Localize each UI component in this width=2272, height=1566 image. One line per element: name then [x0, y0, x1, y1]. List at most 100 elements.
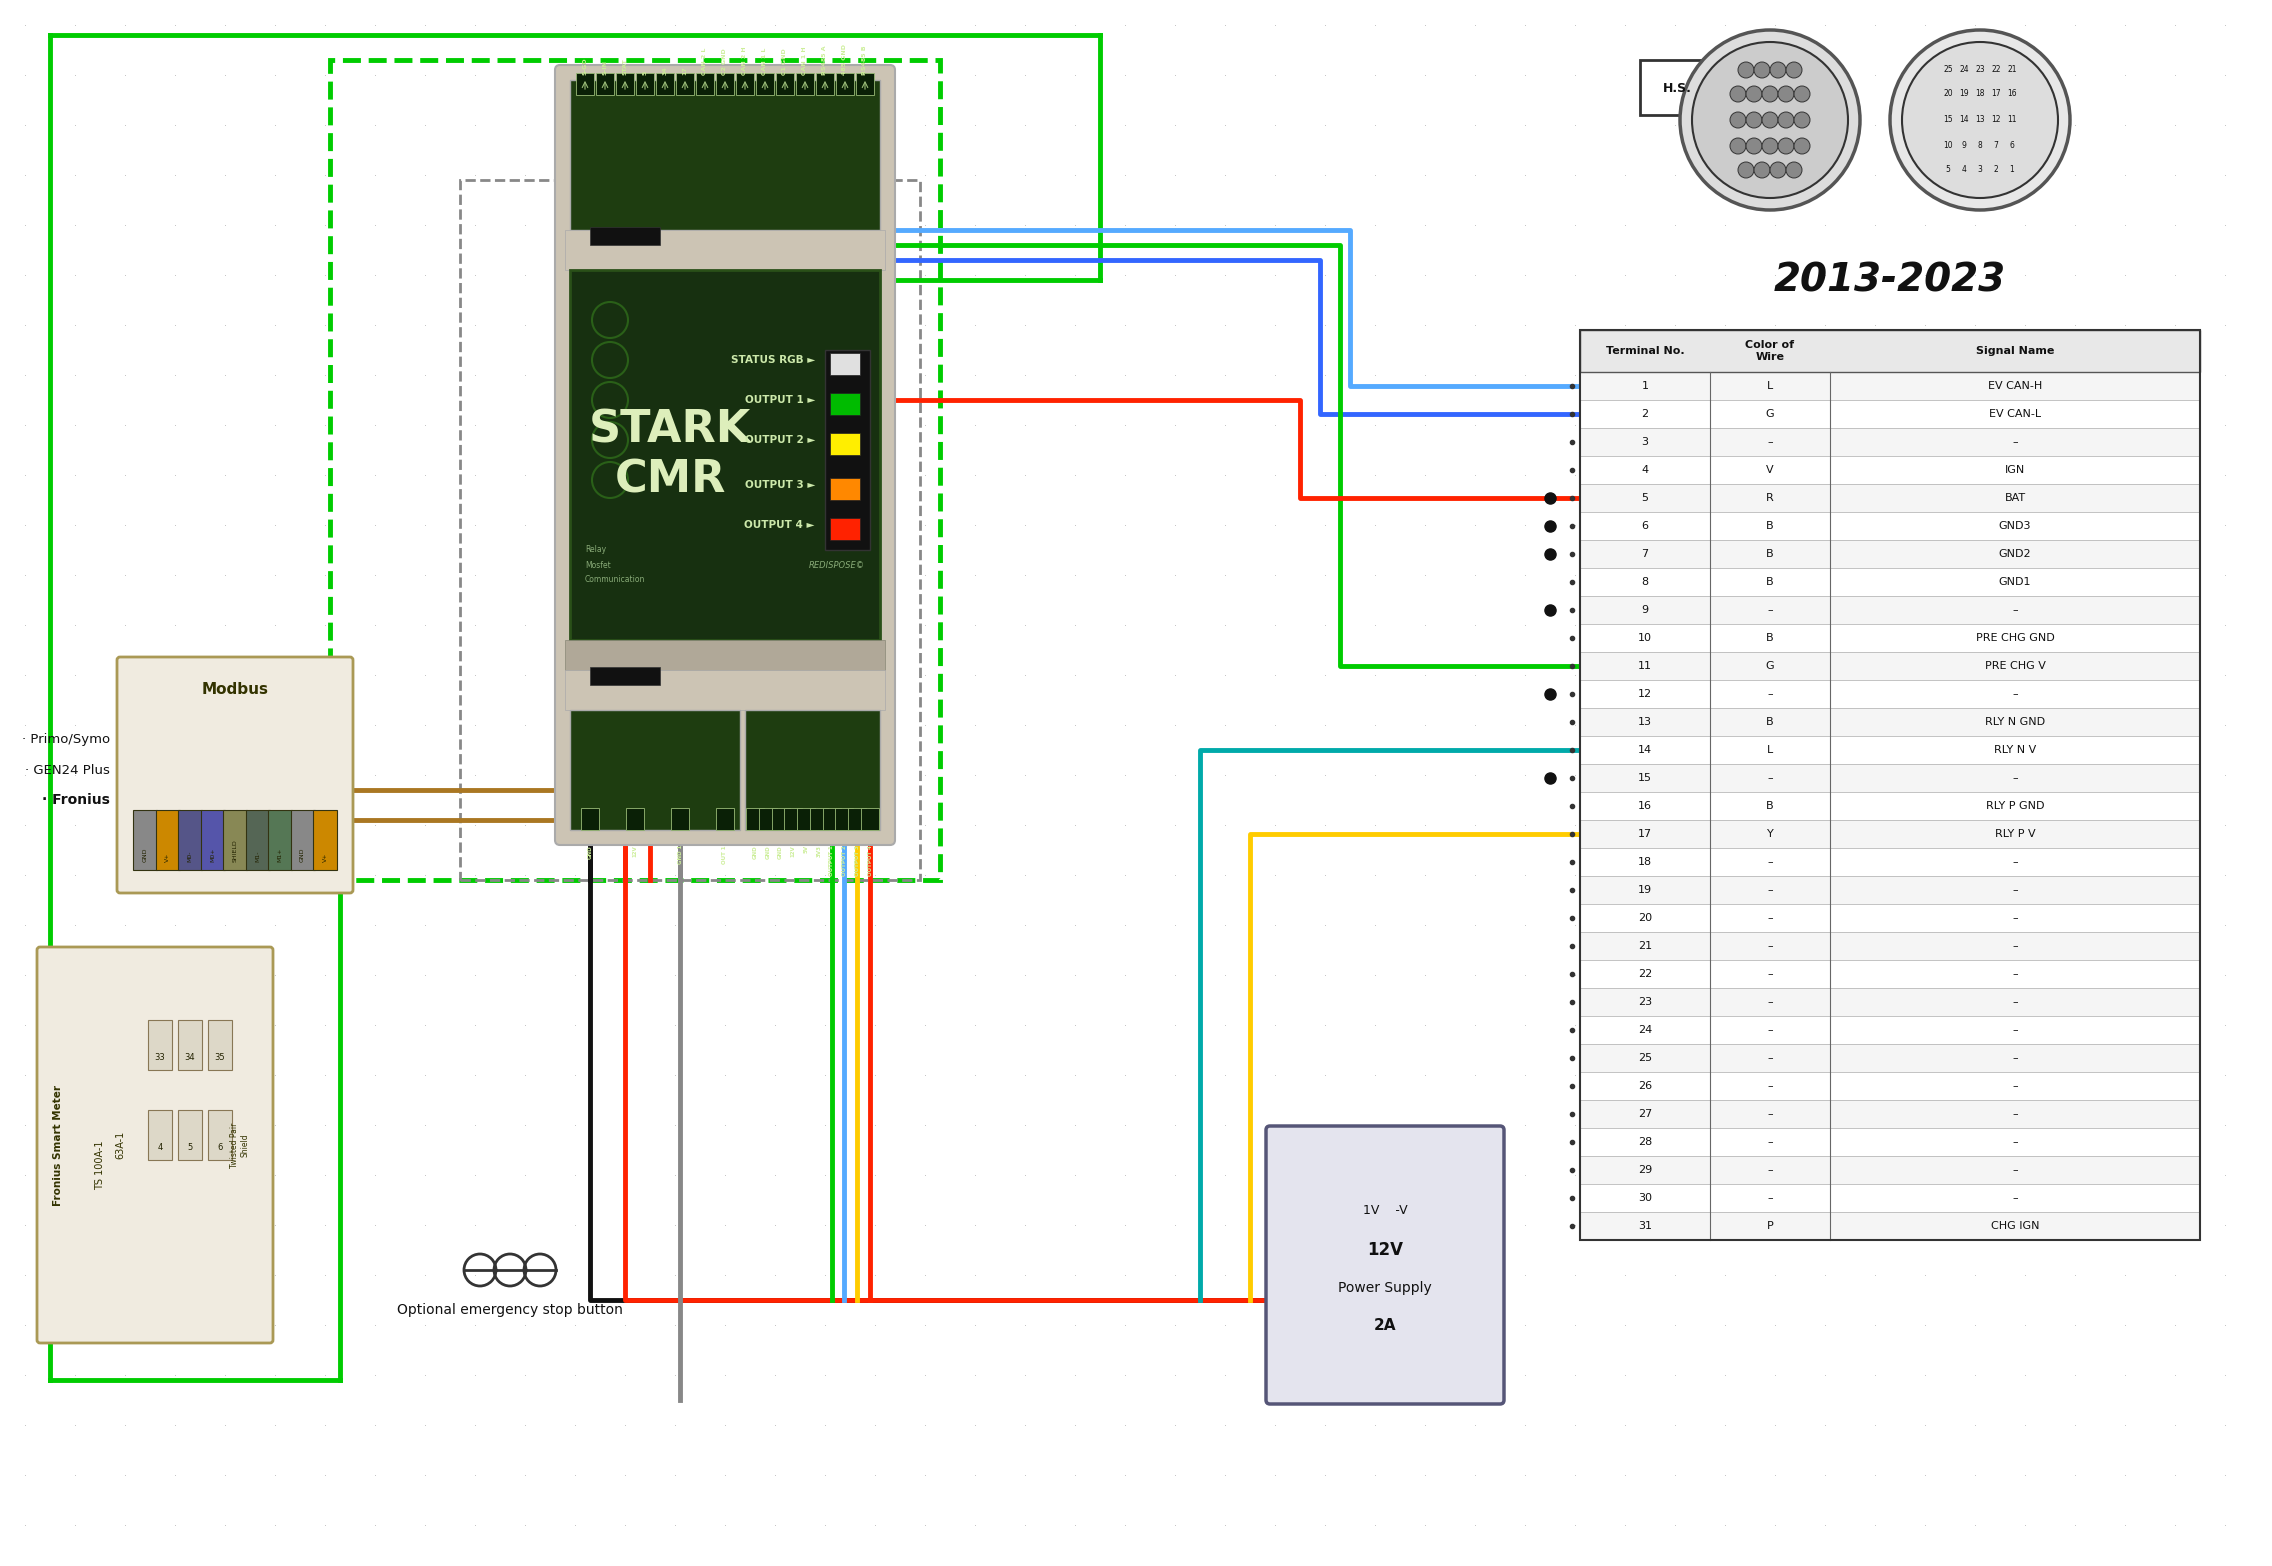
Text: OUTPUT 2: OUTPUT 2	[843, 846, 847, 875]
Bar	[595, 74, 613, 96]
Text: 19: 19	[1638, 885, 1652, 896]
Bar	[459, 180, 920, 880]
Bar	[1579, 708, 2199, 736]
Bar	[836, 74, 854, 96]
Text: 6: 6	[2008, 141, 2015, 150]
Circle shape	[1745, 138, 1763, 153]
Text: –: –	[2013, 913, 2018, 922]
Circle shape	[1729, 86, 1745, 102]
Bar	[745, 709, 879, 830]
Text: –: –	[1768, 969, 1772, 979]
Bar	[1579, 821, 2199, 849]
Bar	[1579, 904, 2199, 932]
Bar	[829, 393, 861, 415]
Text: 3V3: 3V3	[816, 846, 822, 857]
Text: CAN 1 L: CAN 1 L	[763, 47, 768, 75]
Bar	[177, 810, 202, 871]
FancyBboxPatch shape	[1266, 1126, 1504, 1405]
Bar	[716, 74, 734, 96]
Text: 19: 19	[1958, 89, 1970, 99]
Text: 3: 3	[1977, 166, 1983, 174]
Text: –: –	[2013, 1081, 2018, 1092]
Text: L: L	[1768, 381, 1772, 392]
Bar	[670, 808, 688, 830]
Bar	[716, 808, 734, 830]
Circle shape	[1754, 63, 1770, 78]
Bar	[566, 640, 886, 670]
Text: –: –	[1768, 913, 1772, 922]
Text: EV CAN-L: EV CAN-L	[1988, 409, 2040, 420]
Text: –: –	[2013, 1052, 2018, 1063]
Bar	[822, 808, 841, 830]
Bar	[154, 810, 179, 871]
Text: –: –	[2013, 1165, 2018, 1174]
Bar	[816, 74, 834, 96]
Text: –: –	[2013, 941, 2018, 951]
Text: RLY P V: RLY P V	[1995, 828, 2036, 839]
Bar	[1579, 512, 2199, 540]
Bar	[1579, 330, 2199, 373]
Text: 10: 10	[1943, 141, 1954, 150]
Text: · GEN24 Plus: · GEN24 Plus	[25, 764, 109, 777]
Text: –: –	[2013, 885, 2018, 896]
Text: H.S.: H.S.	[1663, 81, 1690, 94]
Bar	[570, 709, 741, 830]
Bar	[745, 808, 763, 830]
Bar	[1579, 988, 2199, 1016]
FancyBboxPatch shape	[36, 947, 273, 1344]
Bar	[677, 74, 693, 96]
Text: S-GD: S-GD	[582, 58, 588, 75]
Bar	[627, 808, 643, 830]
Bar	[148, 1019, 173, 1070]
Bar	[759, 808, 777, 830]
Text: 23: 23	[1974, 66, 1986, 75]
Text: 5V: 5V	[804, 846, 809, 853]
Text: CMR: CMR	[613, 459, 725, 501]
Text: REDISPOSE©: REDISPOSE©	[809, 561, 866, 570]
Text: –: –	[2013, 1109, 2018, 1120]
Text: Optional emergency stop button: Optional emergency stop button	[398, 1303, 623, 1317]
Text: R: R	[1765, 493, 1774, 503]
Circle shape	[1729, 138, 1745, 153]
Text: Signal Name: Signal Name	[1977, 346, 2054, 355]
Bar	[809, 808, 827, 830]
Text: 6: 6	[218, 1143, 223, 1153]
Text: 13: 13	[1638, 717, 1652, 727]
Text: –: –	[2013, 857, 2018, 868]
Text: –: –	[2013, 1137, 2018, 1146]
Bar	[836, 808, 854, 830]
Circle shape	[1795, 86, 1811, 102]
Bar	[847, 808, 866, 830]
Circle shape	[1763, 138, 1779, 153]
Text: OUTPUT 3: OUTPUT 3	[854, 846, 859, 875]
Text: RLY P GND: RLY P GND	[1986, 800, 2045, 811]
Text: 29: 29	[1638, 1165, 1652, 1174]
Text: RLY N V: RLY N V	[1995, 745, 2036, 755]
Text: 13: 13	[1974, 116, 1986, 125]
Bar	[1579, 960, 2199, 988]
Bar	[1640, 60, 1715, 114]
Text: S-IN: S-IN	[602, 60, 607, 75]
Text: 34: 34	[184, 1052, 195, 1062]
Text: CAN 2 L: CAN 2 L	[702, 47, 707, 75]
Text: 33: 33	[154, 1052, 166, 1062]
Text: 17: 17	[1638, 828, 1652, 839]
Text: 1V    -V: 1V -V	[1363, 1204, 1406, 1217]
Text: 22: 22	[1638, 969, 1652, 979]
Text: 17: 17	[1990, 89, 2002, 99]
Text: 16: 16	[2006, 89, 2018, 99]
Bar	[291, 810, 314, 871]
Text: GND: GND	[588, 846, 593, 858]
Text: –: –	[1768, 1026, 1772, 1035]
Text: GND: GND	[766, 846, 770, 858]
Text: 15: 15	[1638, 774, 1652, 783]
Text: –: –	[1768, 1193, 1772, 1203]
Text: IGN: IGN	[2004, 465, 2024, 474]
Text: Twisted Pair
Shield: Twisted Pair Shield	[229, 1123, 250, 1168]
Bar	[1579, 568, 2199, 597]
Text: B: B	[1765, 550, 1774, 559]
Text: OUTPUT 4 ►: OUTPUT 4 ►	[745, 520, 816, 529]
Bar	[777, 74, 793, 96]
Bar	[1579, 1099, 2199, 1128]
Bar	[1579, 1212, 2199, 1240]
